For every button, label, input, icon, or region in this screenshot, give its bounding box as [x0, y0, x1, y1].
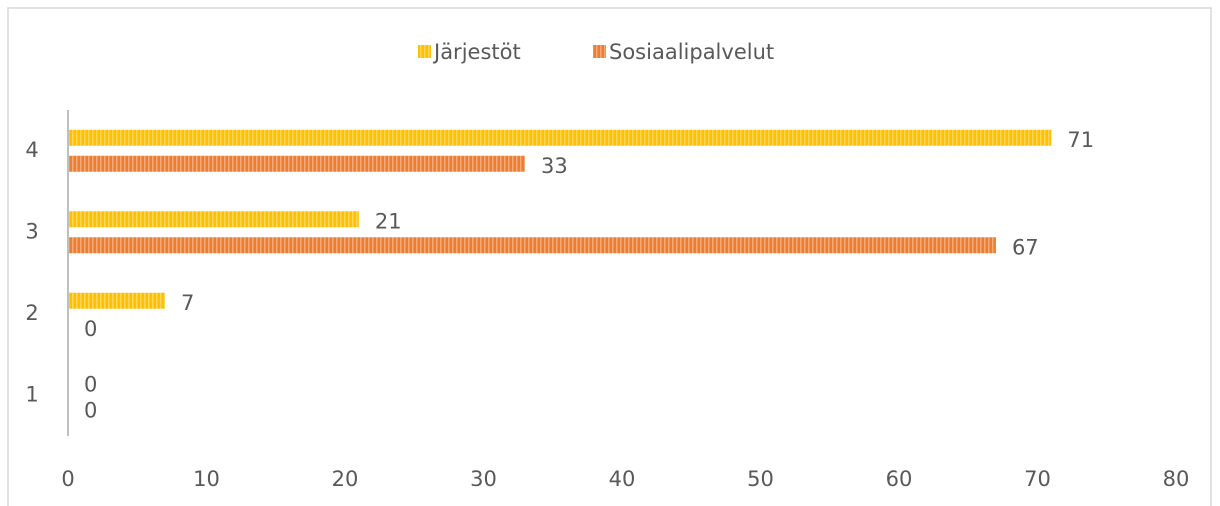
y-tick-label: 3: [25, 219, 38, 243]
data-label: 0: [84, 372, 97, 396]
chart-frame: [7, 7, 1212, 506]
legend-label: Sosiaalipalvelut: [609, 40, 774, 64]
legend-label: Järjestöt: [432, 40, 521, 64]
bar: [68, 129, 1052, 146]
data-label: 0: [84, 398, 97, 422]
data-label: 71: [1067, 128, 1094, 152]
bar: [68, 211, 359, 228]
bar: [68, 237, 996, 254]
legend-swatch: [593, 45, 606, 58]
data-label: 21: [375, 209, 402, 233]
x-tick-label: 70: [1024, 467, 1051, 491]
y-tick-label: 1: [25, 382, 38, 406]
bar: [68, 292, 165, 309]
data-label: 33: [541, 154, 568, 178]
x-tick-label: 40: [609, 467, 636, 491]
data-label: 67: [1012, 235, 1039, 259]
legend-swatch: [418, 45, 431, 58]
y-tick-label: 2: [25, 301, 38, 325]
x-tick-label: 60: [886, 467, 913, 491]
y-tick-label: 4: [25, 138, 38, 162]
x-tick-label: 80: [1163, 467, 1190, 491]
data-label: 7: [181, 291, 194, 315]
x-tick-label: 0: [61, 467, 74, 491]
x-tick-label: 50: [747, 467, 774, 491]
bar: [68, 155, 526, 172]
x-tick-label: 30: [470, 467, 497, 491]
x-tick-label: 20: [332, 467, 359, 491]
data-label: 0: [84, 317, 97, 341]
x-tick-label: 10: [193, 467, 220, 491]
